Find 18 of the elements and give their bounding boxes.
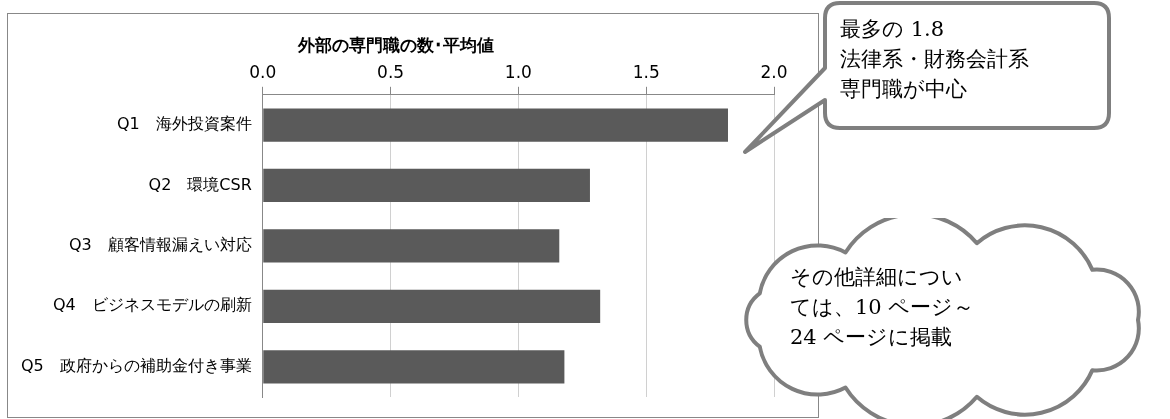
text: 最多の 1.8 法律系・財務会計系専門職が中心 [840,16,1030,103]
bar [263,289,601,323]
x-tick-label: 1.0 [504,62,532,83]
x-tick-label: 1.5 [632,62,660,83]
y-tick-label: Q1 海外投資案件 [116,114,252,134]
bar [263,229,560,263]
y-tick-label: Q3 顧客情報漏えい対応 [68,235,252,255]
chart-title: 外部の専門職の数･平均値 [297,34,494,55]
bar [263,168,590,203]
text: その他詳細については、10 ページ～24 ページに掲載 [790,264,975,351]
y-tick-label: Q5 政府からの補助金付き事業 [20,355,252,375]
bar [263,350,565,384]
x-tick-label: 0.5 [377,62,405,83]
y-tick-label: Q4 ビジネスモデルの刷新 [52,295,252,315]
bar [263,108,728,142]
x-tick-label: 2.0 [760,62,788,83]
x-tick-label: 0.0 [249,62,277,83]
y-tick-label: Q2 環境CSR [148,174,252,194]
